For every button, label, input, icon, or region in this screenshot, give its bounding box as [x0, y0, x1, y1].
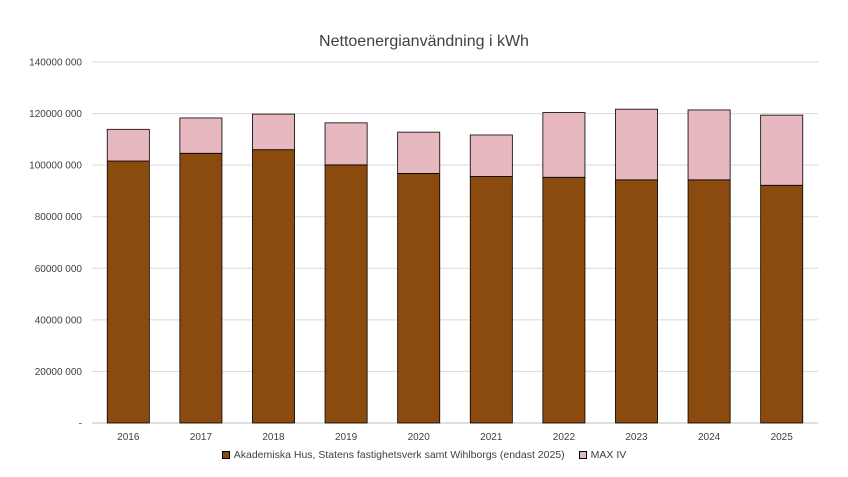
legend-item-series-1: Akademiska Hus, Statens fastighetsverk s…	[221, 449, 565, 461]
legend-swatch-series-1	[221, 451, 230, 459]
x-tick-label: 2023	[625, 432, 648, 443]
bar-series-2	[324, 122, 368, 166]
bar-series-2	[397, 131, 441, 174]
bar-series-1	[397, 172, 441, 424]
chart-title: Nettoenergianvändning i kWh	[319, 33, 529, 50]
bar-series-1	[252, 149, 295, 424]
x-tick-label: 2022	[553, 432, 576, 443]
y-tick-label: 140000 000	[29, 58, 82, 69]
y-tick-label: 80000 000	[35, 212, 83, 223]
bar-series-1	[179, 152, 223, 424]
x-tick-label: 2016	[117, 432, 140, 443]
y-tick-label: 40000 000	[35, 315, 83, 326]
bar-series-2	[615, 108, 658, 181]
bar-series-1	[615, 179, 658, 424]
x-tick-label: 2017	[190, 432, 213, 443]
x-tick-label: 2020	[408, 432, 431, 443]
x-tick-label: 2021	[480, 432, 503, 443]
y-tick-label: 20000 000	[35, 367, 83, 378]
bar-series-2	[252, 113, 295, 151]
legend-swatch-series-2	[578, 451, 587, 459]
bar-series-2	[179, 117, 223, 154]
legend-label-series-1: Akademiska Hus, Statens fastighetsverk s…	[233, 449, 565, 461]
x-tick-label: 2018	[262, 432, 285, 443]
bar-series-2	[687, 109, 731, 181]
bar-series-1	[760, 184, 804, 424]
bar-series-2	[106, 128, 150, 162]
bar-series-1	[469, 176, 513, 424]
x-tick-label: 2024	[698, 432, 721, 443]
bar-series-1	[687, 179, 731, 424]
bar-series-2	[542, 112, 586, 178]
bar-series-2	[469, 134, 513, 177]
y-tick-label: 60000 000	[35, 264, 83, 275]
bar-series-1	[106, 160, 150, 424]
x-tick-label: 2019	[335, 432, 358, 443]
bar-series-1	[324, 164, 368, 424]
y-tick-label: 120000 000	[29, 109, 82, 120]
legend-item-series-2: MAX IV	[578, 449, 627, 461]
y-tick-label: -	[79, 419, 82, 430]
x-tick-label: 2025	[771, 432, 794, 443]
bar-series-1	[542, 176, 586, 424]
y-tick-label: 100000 000	[29, 161, 82, 172]
bar-series-2	[760, 114, 804, 186]
legend-label-series-2: MAX IV	[590, 449, 627, 461]
chart-legend: Akademiska Hus, Statens fastighetsverk s…	[0, 449, 848, 461]
